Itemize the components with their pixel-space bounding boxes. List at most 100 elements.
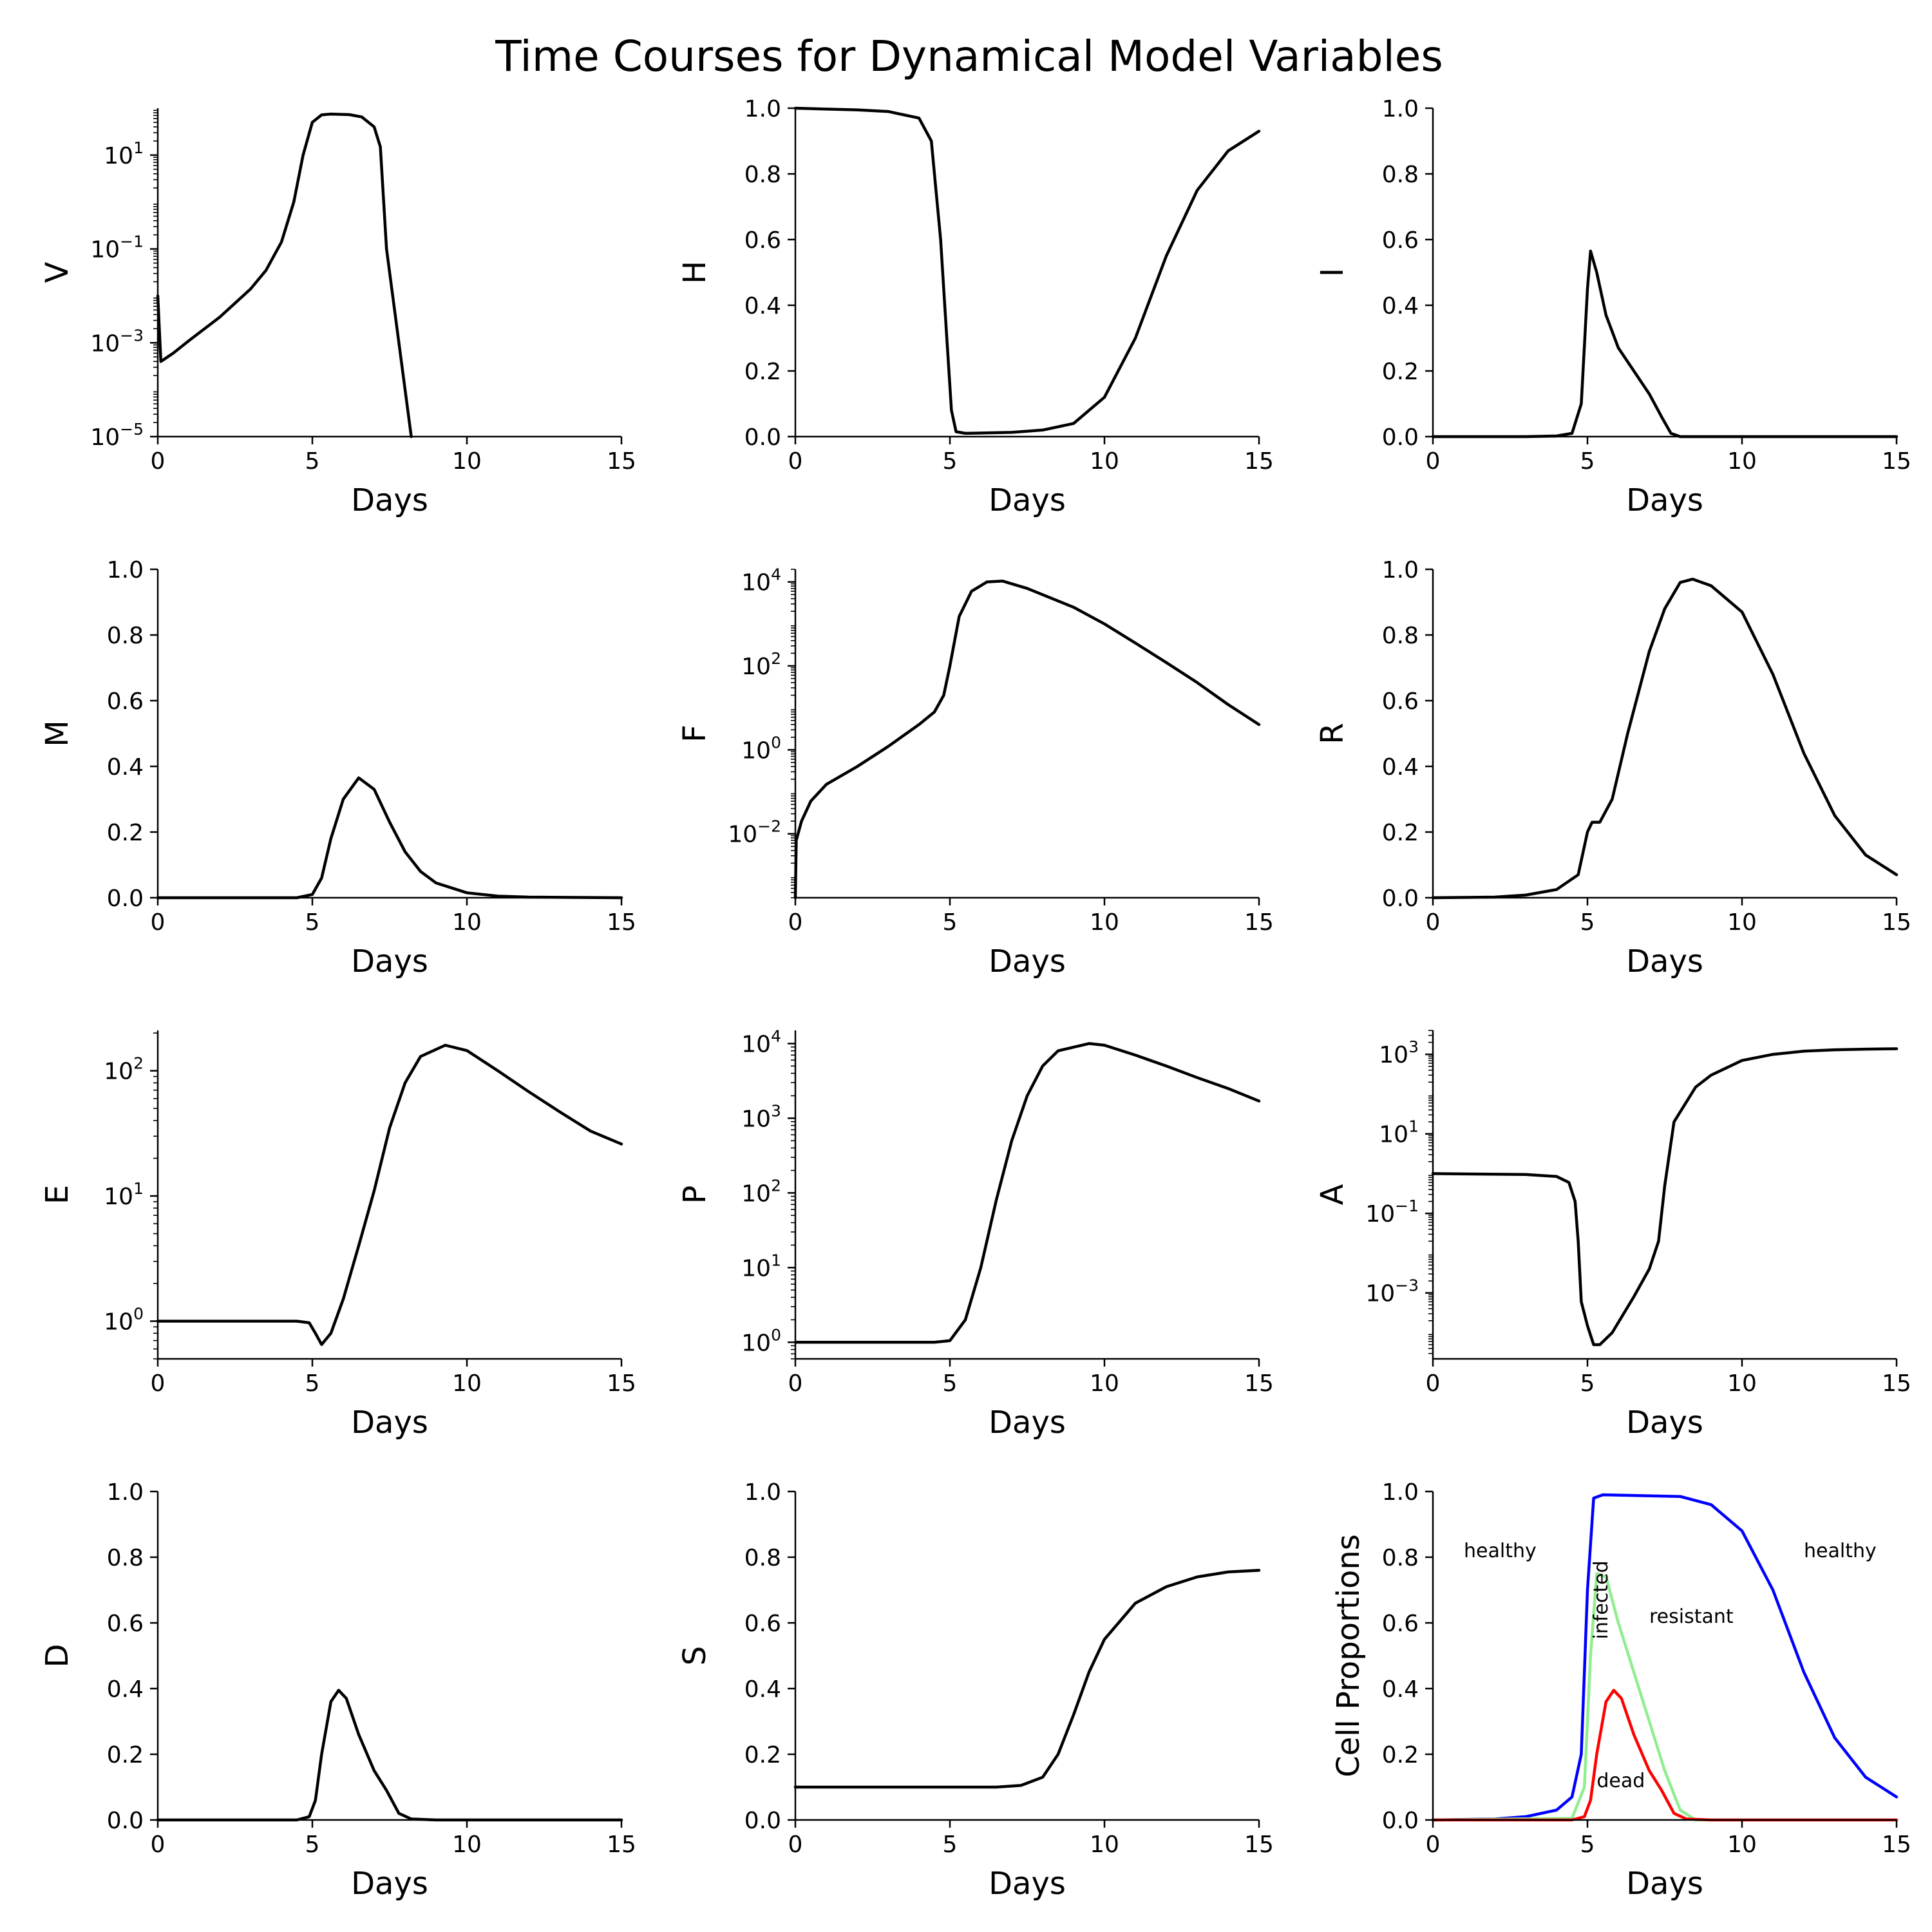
annotation-healthy: healthy — [1464, 1540, 1537, 1562]
series-line-1 — [793, 579, 1261, 900]
x-tick-label: 10 — [1727, 1370, 1757, 1397]
y-axis-label: S — [677, 1646, 713, 1665]
x-tick-label: 10 — [1090, 448, 1119, 475]
y-tick-label: 0.6 — [107, 1611, 144, 1637]
figure-title: Time Courses for Dynamical Model Variabl… — [495, 32, 1443, 81]
subplot-1: 0 5 10 15 10−5 10−3 10−1 101 Days V — [39, 108, 636, 518]
x-tick-label: 10 — [452, 909, 482, 936]
x-tick-label: 5 — [943, 1370, 958, 1397]
x-tick-label: 10 — [1090, 1370, 1119, 1397]
y-tick-label: 0.2 — [744, 359, 781, 385]
y-axis-label: P — [677, 1186, 713, 1204]
y-tick-label: 102 — [104, 1054, 144, 1085]
series-line-1 — [793, 1042, 1261, 1344]
y-tick-label: 101 — [741, 1251, 781, 1282]
x-tick-label: 0 — [151, 1370, 166, 1397]
series-line-1 — [793, 106, 1261, 435]
x-axis-label: Days — [351, 482, 428, 518]
x-tick-label: 15 — [607, 1370, 636, 1397]
x-tick-label: 5 — [305, 1832, 320, 1858]
x-tick-label: 15 — [607, 909, 636, 936]
x-tick-label: 10 — [1090, 1832, 1119, 1858]
y-tick-label: 10−1 — [1365, 1197, 1419, 1227]
y-tick-label: 0.0 — [744, 424, 781, 451]
x-axis-label: Days — [351, 1866, 428, 1902]
y-tick-label: 0.4 — [1382, 1676, 1419, 1703]
y-tick-label: 100 — [104, 1304, 144, 1335]
y-tick-label: 0.0 — [107, 1808, 144, 1834]
y-axis-label: F — [677, 724, 713, 743]
x-axis-label: Days — [1626, 1866, 1703, 1902]
y-tick-label: 102 — [741, 1176, 781, 1207]
x-tick-label: 0 — [788, 1832, 803, 1858]
y-tick-label: 0.8 — [107, 1545, 144, 1571]
y-tick-label: 100 — [741, 1325, 781, 1356]
x-tick-label: 0 — [788, 1370, 803, 1397]
y-tick-label: 1.0 — [744, 96, 781, 122]
x-tick-label: 15 — [1244, 1370, 1274, 1397]
y-tick-label: 0.0 — [1382, 424, 1419, 451]
y-tick-label: 10−3 — [90, 326, 144, 357]
x-tick-label: 0 — [151, 448, 166, 475]
y-axis-label: V — [39, 261, 75, 283]
series-line-1 — [156, 1043, 623, 1347]
y-tick-label: 100 — [741, 733, 781, 764]
y-tick-label: 0.4 — [744, 293, 781, 319]
y-tick-label: 1.0 — [107, 557, 144, 583]
y-tick-label: 1.0 — [1382, 96, 1419, 122]
subplot-10: 0 5 10 15 0.0 0.2 0.4 0.6 0.8 1.0 Days D — [39, 1479, 636, 1902]
y-tick-label: 1.0 — [1382, 1479, 1419, 1506]
y-tick-label: 0.6 — [1382, 688, 1419, 715]
y-axis-label: E — [39, 1185, 75, 1204]
series-line-1 — [1431, 1047, 1899, 1347]
y-tick-label: 0.8 — [744, 162, 781, 188]
x-tick-label: 15 — [1244, 1832, 1274, 1858]
x-tick-label: 10 — [1727, 1832, 1757, 1858]
y-axis-label: M — [39, 720, 75, 746]
x-tick-label: 15 — [607, 1832, 636, 1858]
y-tick-label: 0.0 — [107, 886, 144, 912]
y-tick-label: 0.0 — [1382, 886, 1419, 912]
y-tick-label: 101 — [104, 138, 144, 169]
annotation-healthy: healthy — [1804, 1540, 1877, 1562]
x-axis-label: Days — [989, 482, 1066, 518]
x-tick-label: 10 — [1727, 909, 1757, 936]
x-tick-label: 10 — [1727, 448, 1757, 475]
y-tick-label: 0.8 — [1382, 1545, 1419, 1571]
x-tick-label: 0 — [1426, 1832, 1441, 1858]
x-tick-label: 15 — [607, 448, 636, 475]
y-tick-label: 0.4 — [744, 1676, 781, 1703]
y-tick-label: 0.8 — [1382, 162, 1419, 188]
x-tick-label: 0 — [1426, 1370, 1441, 1397]
x-axis-label: Days — [351, 1405, 428, 1441]
annotation-dead: dead — [1596, 1770, 1645, 1792]
annotation-resistant: resistant — [1649, 1605, 1734, 1628]
series-line-1 — [793, 1569, 1261, 1789]
series-line-3 — [1431, 1689, 1899, 1822]
y-tick-label: 10−2 — [728, 817, 781, 848]
series-line-1 — [156, 1689, 623, 1822]
y-tick-label: 0.4 — [107, 754, 144, 781]
x-tick-label: 15 — [1882, 909, 1911, 936]
subplot-8: 0 5 10 15 100 101 102 103 104 Days P — [677, 1027, 1274, 1441]
y-tick-label: 10−3 — [1365, 1276, 1419, 1307]
subplot-5: 0 5 10 15 10−2 100 102 104 Days F — [677, 565, 1274, 980]
y-tick-label: 0.4 — [107, 1676, 144, 1703]
y-tick-label: 101 — [104, 1179, 144, 1210]
y-tick-label: 1.0 — [744, 1479, 781, 1506]
x-tick-label: 5 — [1580, 1832, 1595, 1858]
subplot-4: 0 5 10 15 0.0 0.2 0.4 0.6 0.8 1.0 Days M — [39, 557, 636, 980]
subplot-9: 0 5 10 15 10−3 10−1 101 103 Days A — [1314, 1030, 1911, 1441]
x-tick-label: 10 — [1090, 909, 1119, 936]
y-tick-label: 103 — [741, 1101, 781, 1132]
y-tick-label: 0.6 — [1382, 1611, 1419, 1637]
series-line-1 — [1431, 1493, 1899, 1822]
y-tick-label: 10−1 — [90, 232, 144, 263]
series-line-2 — [1431, 1572, 1899, 1822]
y-axis-label: R — [1314, 723, 1350, 744]
y-tick-label: 0.0 — [744, 1808, 781, 1834]
x-tick-label: 10 — [452, 1832, 482, 1858]
y-axis-label: Cell Proportions — [1331, 1534, 1367, 1777]
